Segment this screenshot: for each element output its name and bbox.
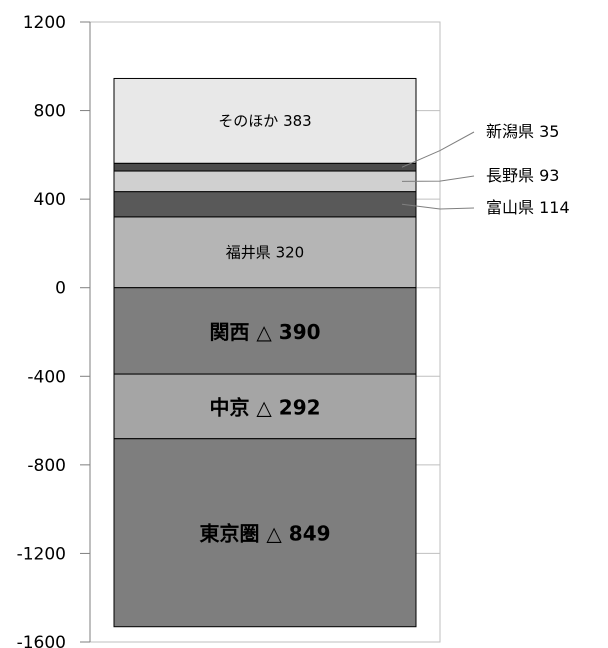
bar-segment-positive [113, 162, 417, 172]
segment-label: 関西 △ 390 [209, 320, 320, 344]
y-tick-label: 0 [55, 279, 66, 299]
y-tick-label: -1600 [17, 633, 66, 648]
bar-segment-positive [113, 170, 417, 193]
segment-label: 東京圏 △ 849 [199, 522, 330, 546]
bar-stack [113, 77, 417, 628]
callout-leader-line [401, 131, 475, 168]
callouts: 富山県 114 長野県 93 新潟県 35 [401, 122, 570, 217]
bar-segment-negative [113, 287, 417, 375]
bar-segment-positive [113, 216, 417, 289]
bar-segment-positive [113, 77, 417, 164]
callout-label: 新潟県 35 [486, 122, 559, 141]
segment-label: 福井県 320 [226, 243, 304, 261]
bar-segment-negative [113, 438, 417, 628]
y-tick-label: -800 [27, 456, 66, 476]
y-tick-label: 800 [34, 102, 66, 122]
bar-segment-negative [113, 373, 417, 440]
y-axis: 1200 800 400 0 -400 -800 -1200 -1600 [17, 13, 440, 648]
segment-labels: 福井県 320 そのほか 383 関西 △ 390 中京 △ 292 東京圏 △ 849 [199, 112, 330, 546]
bar-segment-positive [113, 191, 417, 218]
segment-label: 中京 △ 292 [209, 395, 320, 419]
callout-label: 長野県 93 [486, 166, 559, 185]
y-tick-label: -400 [27, 367, 66, 387]
callout-leader-line [401, 175, 475, 182]
callout-label: 富山県 114 [486, 198, 570, 217]
y-tick-label: 400 [34, 190, 66, 210]
segment-label: そのほか 383 [218, 112, 311, 130]
callout-leader-line [401, 203, 475, 210]
y-tick-label: 1200 [23, 13, 66, 33]
y-tick-label: -1200 [17, 544, 66, 564]
